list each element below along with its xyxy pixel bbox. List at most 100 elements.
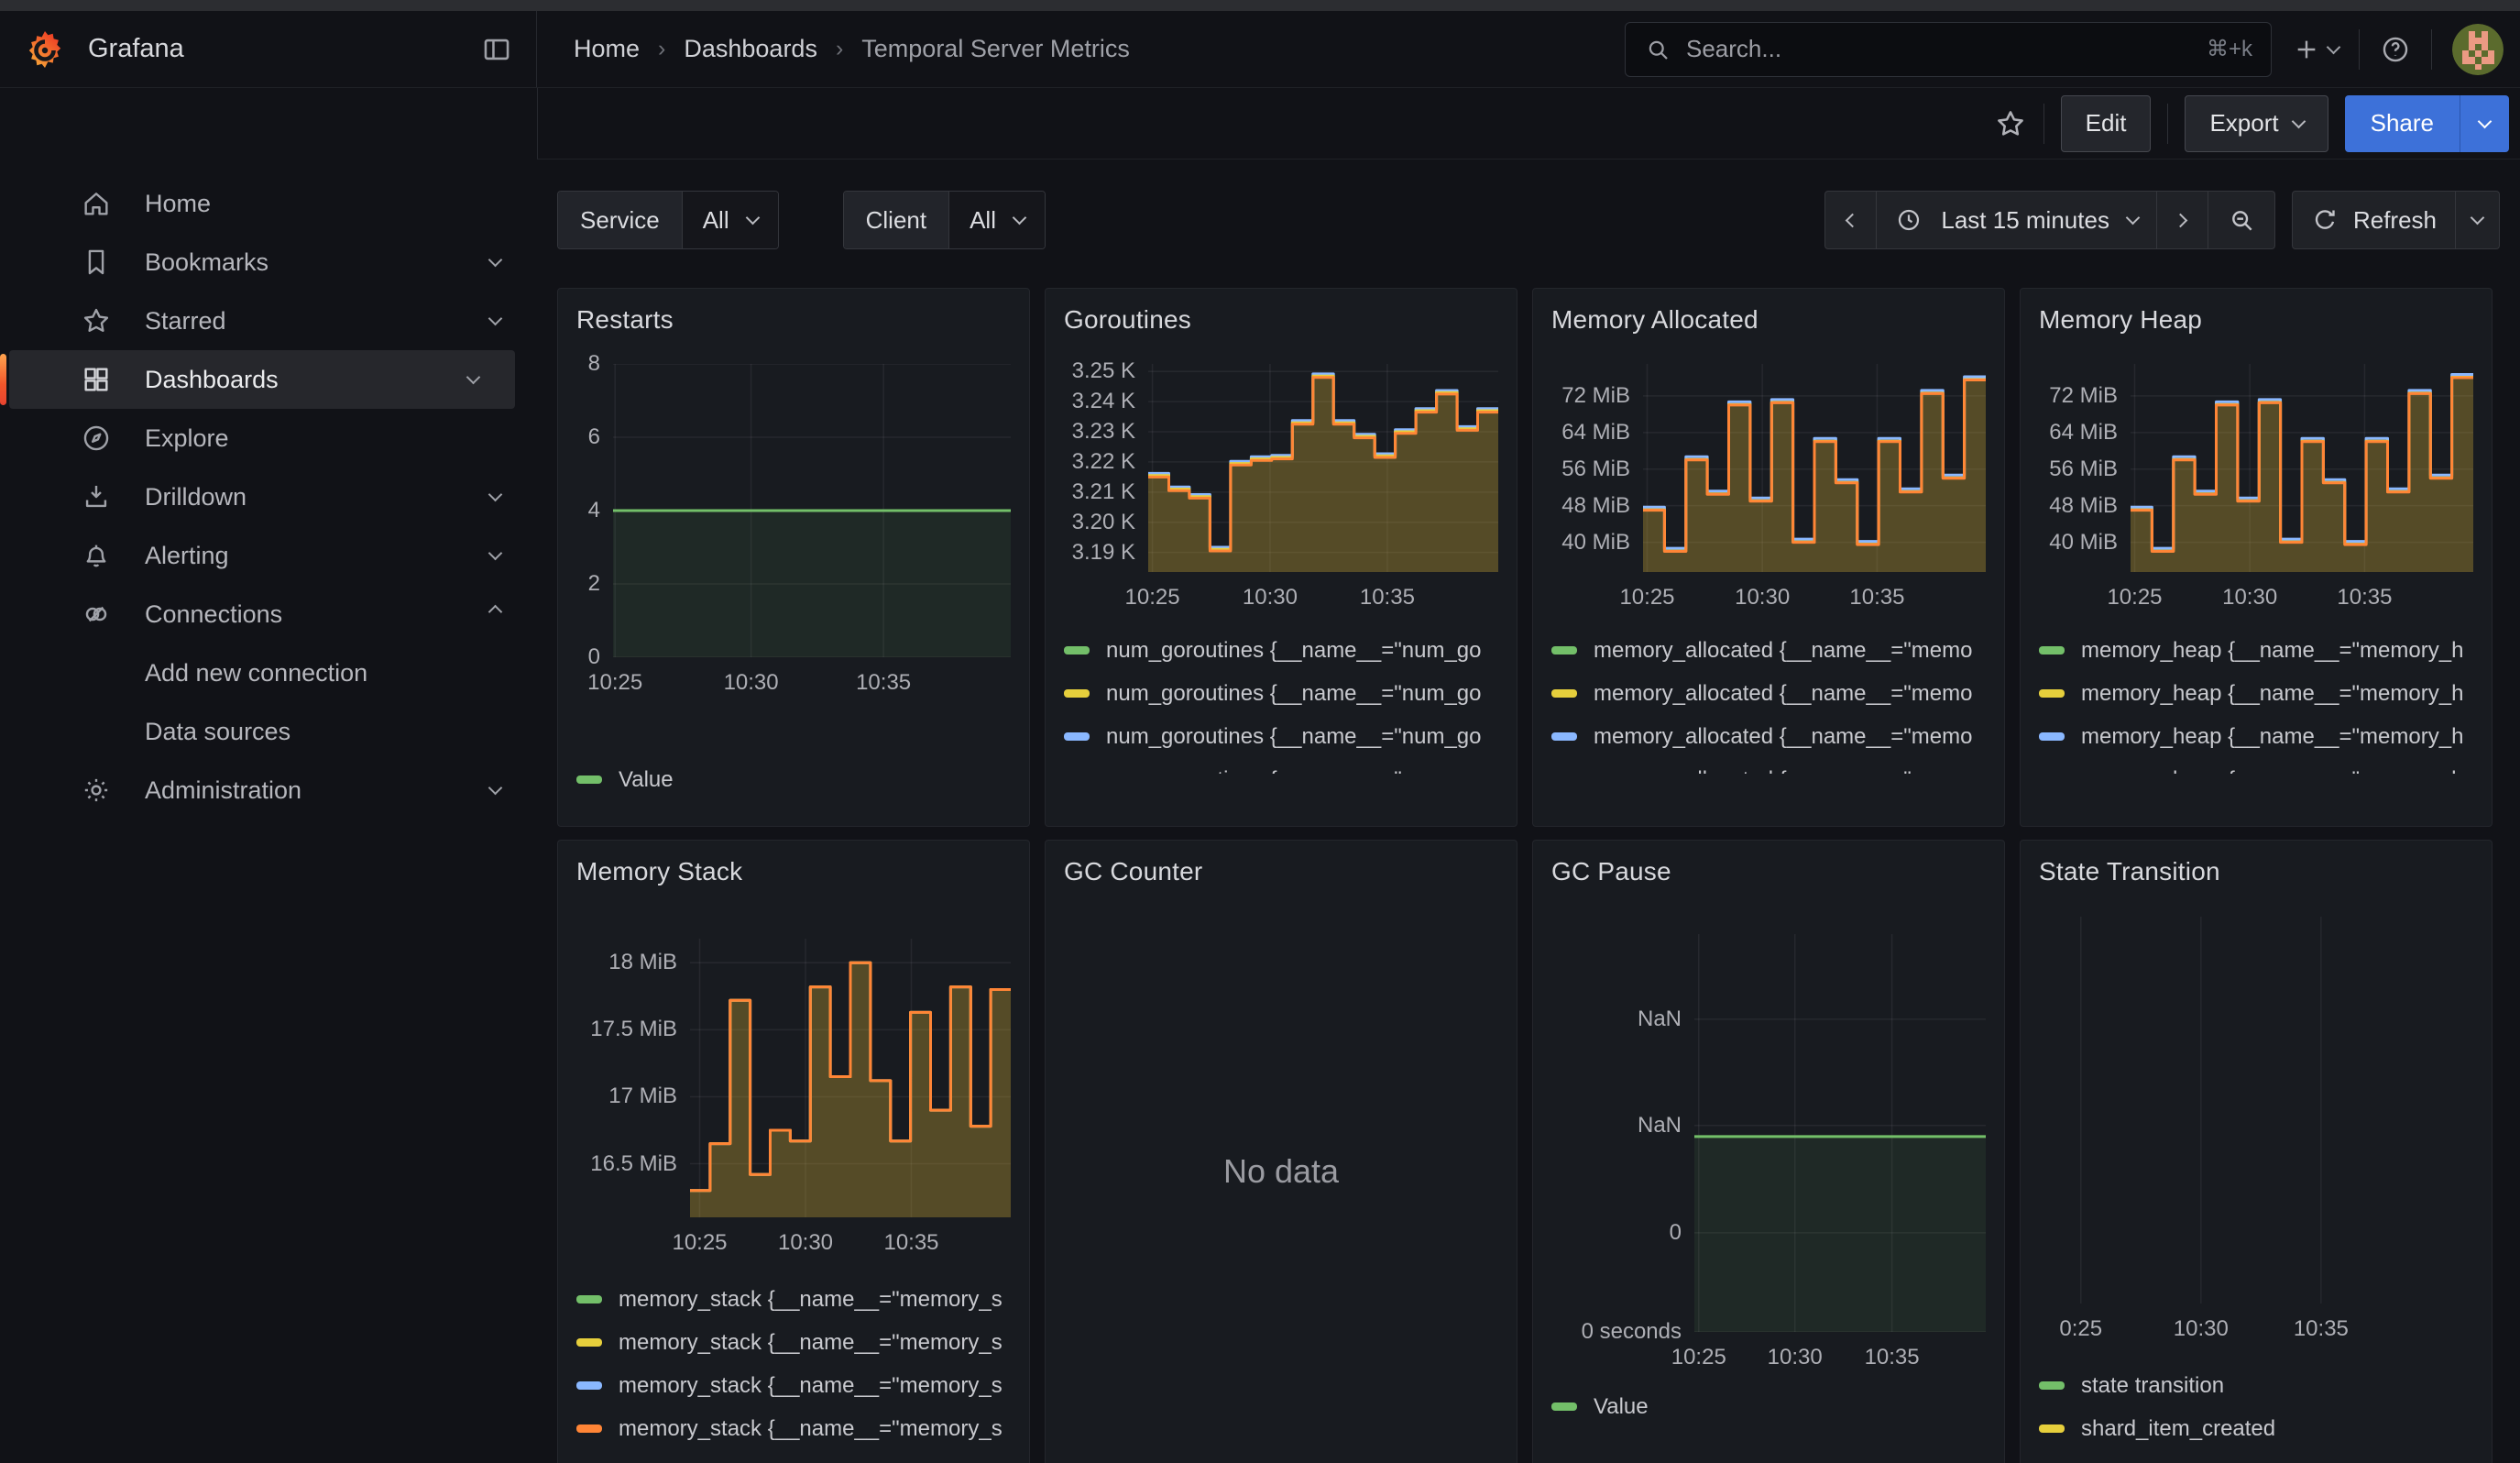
chart-area[interactable]: 0:2510:3010:35: [2039, 917, 2473, 1346]
chart-area[interactable]: NaNNaN00 seconds10:2510:3010:35: [1551, 934, 1986, 1374]
panel-title[interactable]: Goroutines: [1064, 305, 1191, 335]
legend-item[interactable]: memory_stack {__name__="memory_s: [576, 1364, 1011, 1407]
breadcrumb-home[interactable]: Home: [574, 35, 640, 63]
legend-item[interactable]: num_goroutines {__name__="num_go: [1064, 672, 1498, 715]
sidebar: Home Bookmarks StarredDashboardsExploreDri…: [0, 160, 537, 1463]
panel-memory-heap: Memory Heap 40 MiB48 MiB56 MiB64 MiB72 Mi…: [2020, 288, 2493, 827]
chevron-right-icon: [2174, 213, 2188, 227]
sidebar-item-alerting[interactable]: Alerting: [0, 526, 537, 585]
legend-item[interactable]: state transition: [2039, 1364, 2473, 1407]
legend-item[interactable]: Value: [576, 758, 1011, 801]
user-avatar[interactable]: [2452, 24, 2504, 75]
sidebar-toggle-icon[interactable]: [481, 34, 512, 65]
legend-item[interactable]: memory_heap {__name__="memory_h: [2039, 715, 2473, 758]
legend-label: num_goroutines {__name__="num_go: [1106, 724, 1482, 750]
legend-item[interactable]: num_goroutines {__name__="num_go: [1064, 629, 1498, 672]
legend-swatch: [1551, 1402, 1577, 1411]
legend-item[interactable]: memory_heap {__name__="memory_h: [2039, 758, 2473, 774]
sidebar-item-explore[interactable]: Explore: [0, 409, 537, 468]
sidebar-item-home[interactable]: Home: [0, 174, 537, 233]
legend-item[interactable]: memory_stack {__name__="memory_s: [576, 1321, 1011, 1364]
legend-label: num_goroutines {__name__="num_go: [1106, 767, 1482, 775]
divider: [2431, 29, 2432, 70]
help-button[interactable]: [2380, 34, 2411, 65]
y-axis-tick: 56 MiB: [2049, 456, 2118, 482]
y-axis-tick: 64 MiB: [1561, 420, 1630, 446]
breadcrumb: Home › Dashboards › Temporal Server Metr…: [574, 35, 1130, 63]
legend-swatch: [1551, 646, 1577, 654]
chart-area[interactable]: 40 MiB48 MiB56 MiB64 MiB72 MiB10:2510:30…: [2039, 364, 2473, 614]
zoom-out-button[interactable]: [2208, 191, 2275, 249]
panel-title[interactable]: Memory Stack: [576, 857, 742, 886]
legend-item[interactable]: memory_allocated {__name__="memo: [1551, 758, 1986, 774]
time-range-picker[interactable]: Last 15 minutes: [1877, 191, 2157, 249]
x-axis-tick: 10:30: [724, 670, 779, 696]
service-filter[interactable]: Service All: [557, 191, 779, 249]
time-shift-back-button[interactable]: [1824, 191, 1877, 249]
panel-title[interactable]: Memory Heap: [2039, 305, 2202, 335]
panel-title[interactable]: Memory Allocated: [1551, 305, 1759, 335]
x-axis-tick: 10:35: [883, 1230, 938, 1256]
legend-item[interactable]: num_goroutines {__name__="num_go: [1064, 758, 1498, 774]
panel-legend: memory_heap {__name__="memory_hmemory_he…: [2039, 629, 2473, 774]
legend-item[interactable]: memory_allocated {__name__="memo: [1551, 629, 1986, 672]
legend-label: memory_stack {__name__="memory_s: [619, 1416, 1003, 1442]
sidebar-item-label: Bookmarks: [145, 248, 268, 277]
dashboard-toolbar: Service All Client All: [557, 191, 2500, 249]
export-button[interactable]: Export: [2185, 95, 2328, 152]
panel-legend: state transitionshard_item_created: [2039, 1364, 2473, 1450]
chevron-left-icon: [1846, 213, 1860, 227]
panel-title[interactable]: GC Counter: [1064, 857, 1202, 886]
y-axis-tick: 3.21 K: [1072, 479, 1135, 505]
sidebar-item-connections[interactable]: Connections: [0, 585, 537, 644]
chevron-down-icon: [2478, 114, 2493, 128]
client-filter[interactable]: Client All: [843, 191, 1046, 249]
panel-legend: Value: [576, 758, 1011, 801]
edit-button[interactable]: Edit: [2061, 95, 2152, 152]
x-axis-tick: 10:25: [672, 1230, 727, 1256]
legend-swatch: [2039, 1424, 2065, 1433]
add-new-button[interactable]: [2292, 35, 2339, 64]
time-shift-forward-button[interactable]: [2157, 191, 2208, 249]
legend-item[interactable]: num_goroutines {__name__="num_go: [1064, 715, 1498, 758]
favorite-star-button[interactable]: [1994, 107, 2027, 140]
x-axis-tick: 10:35: [1865, 1345, 1920, 1370]
panel-legend: memory_stack {__name__="memory_smemory_s…: [576, 1278, 1011, 1450]
y-axis-tick: 72 MiB: [1561, 383, 1630, 409]
sidebar-item-data-sources[interactable]: Data sources: [0, 702, 537, 761]
y-axis-tick: 0: [588, 644, 600, 670]
breadcrumb-dashboards[interactable]: Dashboards: [684, 35, 817, 63]
legend-item[interactable]: memory_allocated {__name__="memo: [1551, 672, 1986, 715]
legend-item[interactable]: memory_allocated {__name__="memo: [1551, 715, 1986, 758]
legend-item[interactable]: memory_stack {__name__="memory_s: [576, 1407, 1011, 1450]
share-menu-button[interactable]: [2460, 95, 2509, 152]
chart-area[interactable]: 40 MiB48 MiB56 MiB64 MiB72 MiB10:2510:30…: [1551, 364, 1986, 614]
legend-item[interactable]: Value: [1551, 1385, 1986, 1428]
panel-title[interactable]: GC Pause: [1551, 857, 1671, 886]
legend-item[interactable]: shard_item_created: [2039, 1407, 2473, 1450]
search-input[interactable]: Search... ⌘+k: [1625, 22, 2272, 77]
chevron-down-icon: [745, 211, 760, 226]
y-axis-tick: 48 MiB: [1561, 493, 1630, 519]
sidebar-item-label: Connections: [145, 600, 282, 629]
sidebar-item-bookmarks[interactable]: Bookmarks: [0, 233, 537, 292]
legend-item[interactable]: memory_heap {__name__="memory_h: [2039, 672, 2473, 715]
sidebar-item-administration[interactable]: Administration: [0, 761, 537, 820]
x-axis-tick: 10:35: [1360, 585, 1415, 610]
client-filter-value: All: [970, 206, 996, 235]
chart-area[interactable]: 16.5 MiB17 MiB17.5 MiB18 MiB10:2510:3010…: [576, 939, 1011, 1260]
panel-title[interactable]: Restarts: [576, 305, 674, 335]
legend-item[interactable]: memory_heap {__name__="memory_h: [2039, 629, 2473, 672]
sidebar-item-drilldown[interactable]: Drilldown: [0, 468, 537, 526]
x-axis-tick: 10:35: [2294, 1316, 2349, 1342]
refresh-button[interactable]: Refresh: [2292, 191, 2456, 249]
panel-title[interactable]: State Transition: [2039, 857, 2220, 886]
sidebar-item-add-new-connection[interactable]: Add new connection: [0, 644, 537, 702]
chart-area[interactable]: 3.19 K3.20 K3.21 K3.22 K3.23 K3.24 K3.25…: [1064, 364, 1498, 614]
refresh-interval-button[interactable]: [2456, 191, 2500, 249]
share-button[interactable]: Share: [2345, 95, 2460, 152]
sidebar-item-dashboards[interactable]: Dashboards: [9, 350, 515, 409]
sidebar-item-starred[interactable]: Starred: [0, 292, 537, 350]
chart-area[interactable]: 0246810:2510:3010:35: [576, 364, 1011, 699]
legend-item[interactable]: memory_stack {__name__="memory_s: [576, 1278, 1011, 1321]
